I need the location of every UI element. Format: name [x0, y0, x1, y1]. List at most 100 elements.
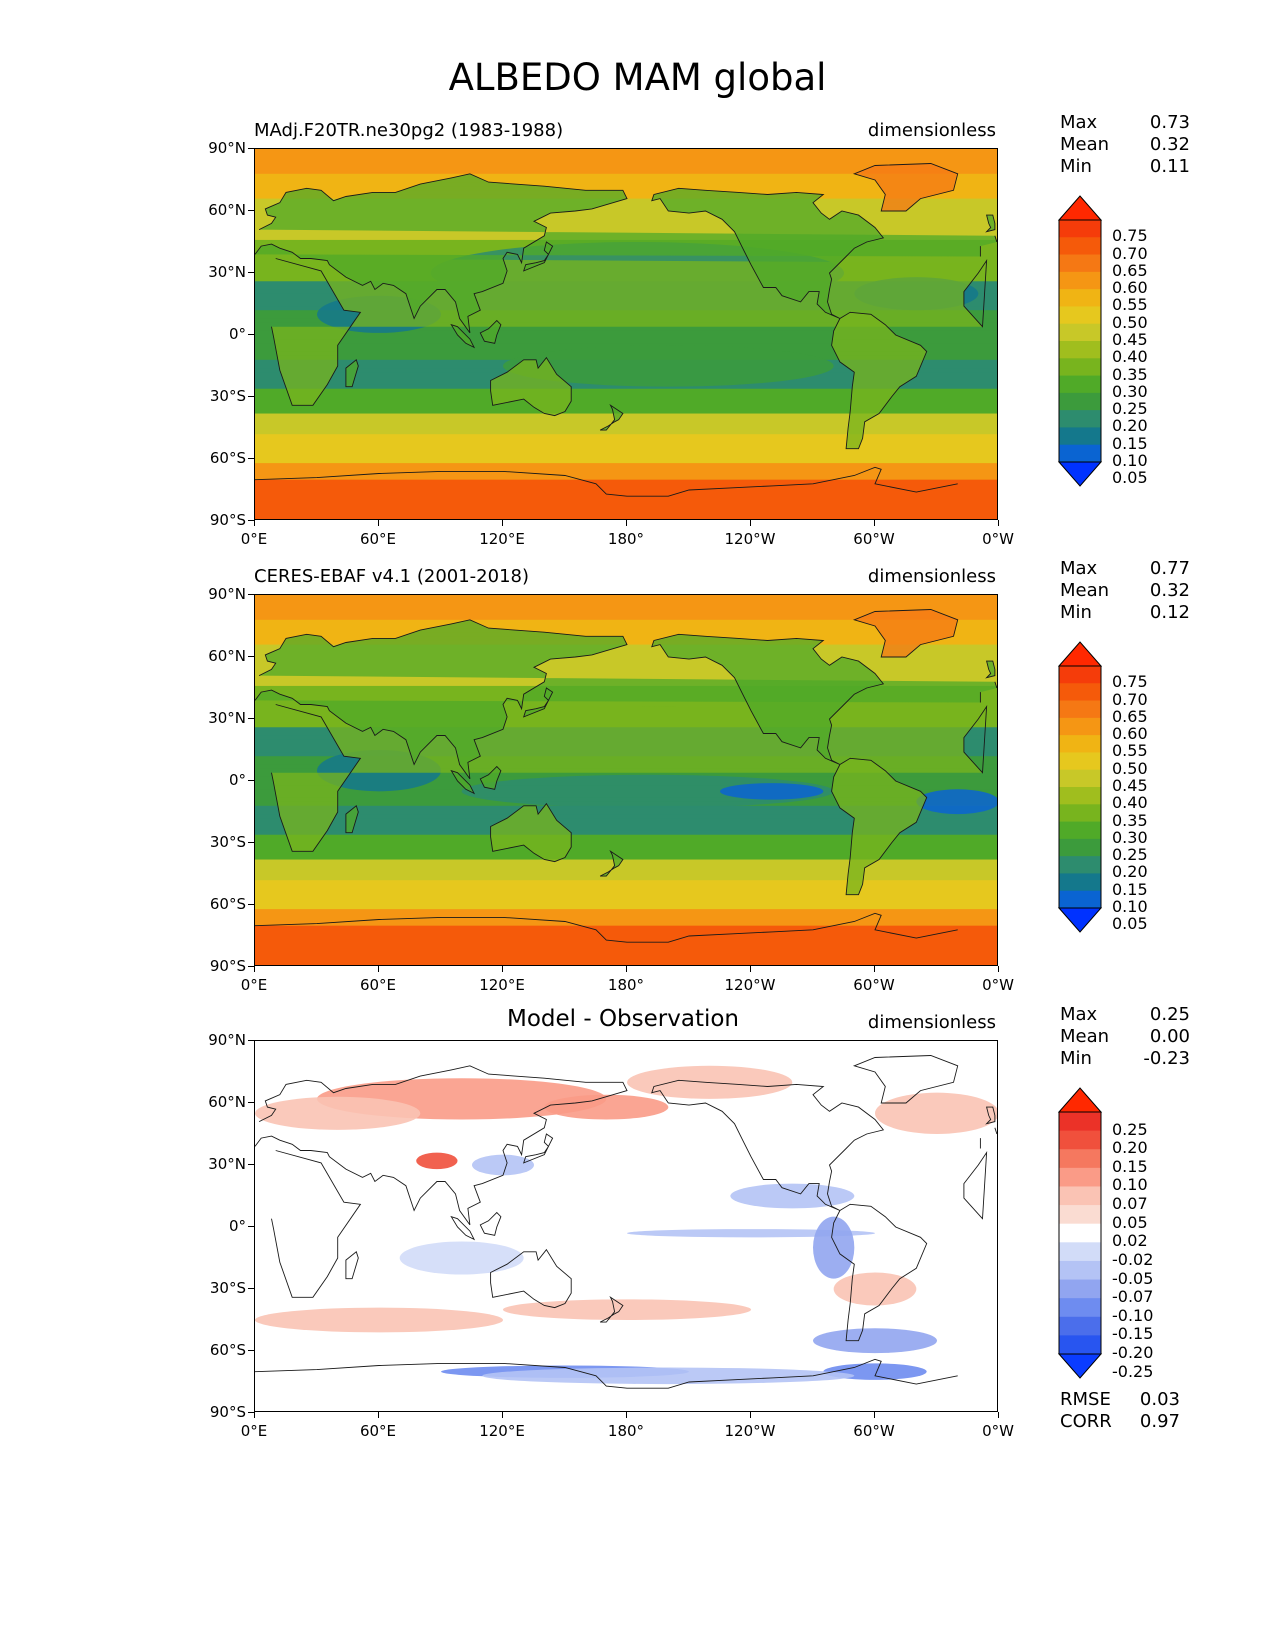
coastline-australia	[490, 1248, 572, 1309]
colorbar-tick-label: 0.05	[1112, 1212, 1148, 1232]
colorbar-tick-label: 0.55	[1112, 295, 1148, 315]
lat-tick	[248, 1164, 254, 1165]
lat-tick-label: 60°N	[208, 201, 246, 219]
colorbar-tick-label: 0.15	[1112, 879, 1148, 899]
colorbar-tick-label: 0.15	[1112, 1156, 1148, 1176]
lon-tick	[378, 1412, 379, 1418]
lat-tick-label: 90°S	[209, 1403, 246, 1421]
colorbar-tick-label: 0.75	[1112, 226, 1148, 246]
colorbar-tick-label: 0.65	[1112, 260, 1148, 280]
lon-tick	[874, 520, 875, 526]
coastline-sumatra	[450, 769, 476, 795]
figure-title: ALBEDO MAM global	[448, 56, 827, 99]
colorbar-tick-label: -0.15	[1112, 1324, 1154, 1344]
lon-tick-label: 120°W	[724, 530, 776, 548]
colorbar-tick-label: 0.40	[1112, 347, 1148, 367]
map-panel: MAdj.F20TR.ne30pg2 (1983-1988) dimensionl…	[0, 112, 1275, 560]
coastline-antarctica-edge	[255, 466, 958, 497]
colorbar-tick-label: 0.70	[1112, 243, 1148, 263]
coastline-greenland	[852, 609, 959, 658]
lat-tick	[248, 1412, 254, 1413]
stats-box: Max 0.73 Mean 0.32 Min 0.11	[1060, 112, 1190, 178]
lat-tick	[248, 334, 254, 335]
panel-units: dimensionless	[867, 120, 996, 141]
stat-row: Max 0.77	[1060, 558, 1190, 580]
lat-tick-label: 0°	[228, 325, 246, 343]
colorbar-tick-label: 0.30	[1112, 827, 1148, 847]
colorbar-tick-label: 0.50	[1112, 758, 1148, 778]
lon-tick-label: 60°E	[359, 976, 397, 994]
metric-value: 0.03	[1139, 1389, 1180, 1410]
lon-tick-label: 60°W	[853, 530, 895, 548]
lat-tick	[248, 1040, 254, 1041]
lat-tick	[248, 272, 254, 273]
colorbar-tick-label: 0.25	[1112, 1119, 1148, 1139]
lat-tick-label: 90°N	[208, 139, 246, 157]
colorbar-tick-label: 0.50	[1112, 312, 1148, 332]
coastline-australia	[490, 356, 572, 417]
stats-box: Max 0.77 Mean 0.32 Min 0.12	[1060, 558, 1190, 624]
stat-value: 0.32	[1149, 580, 1190, 601]
coastline-antarctica-edge	[255, 1358, 958, 1389]
colorbar-tick-label: 0.10	[1112, 897, 1148, 916]
coastline-north-america	[651, 187, 885, 319]
lat-tick	[248, 520, 254, 521]
colorbar-tick-label: 0.55	[1112, 741, 1148, 761]
colorbar-tick-label: -0.05	[1112, 1268, 1154, 1288]
stat-label: Mean	[1060, 134, 1110, 155]
colorbar-tick-label: 0.07	[1112, 1194, 1148, 1214]
lon-tick-label: 0°E	[240, 530, 268, 548]
stat-label: Max	[1060, 1004, 1098, 1025]
colorbar	[1057, 1087, 1103, 1383]
colorbar-tick-label: 0.35	[1112, 810, 1148, 830]
colorbar	[1057, 195, 1103, 491]
colorbar-tick-label: 0.40	[1112, 793, 1148, 813]
coastline-borneo	[479, 1211, 502, 1236]
lat-tick	[248, 656, 254, 657]
coastline-europe-asia	[255, 1065, 997, 1226]
colorbar-tick-label: 0.30	[1112, 381, 1148, 401]
coastline-madagascar	[345, 359, 359, 388]
lon-tick	[998, 520, 999, 526]
lat-tick-label: 60°S	[209, 895, 246, 913]
lat-tick-label: 90°N	[208, 1031, 246, 1049]
lat-tick	[248, 458, 254, 459]
lon-tick	[626, 966, 627, 972]
lon-tick	[502, 1412, 503, 1418]
metric-label: RMSE	[1060, 1389, 1111, 1410]
panel-units: dimensionless	[867, 566, 996, 587]
colorbar-tick-label: -0.10	[1112, 1305, 1154, 1325]
lat-tick-label: 90°N	[208, 585, 246, 603]
panel-title-left: CERES-EBAF v4.1 (2001-2018)	[254, 566, 530, 587]
coastline-sumatra	[450, 323, 476, 349]
colorbar-tick-label: 0.65	[1112, 706, 1148, 726]
lon-tick	[874, 1412, 875, 1418]
lat-tick-label: 30°S	[209, 833, 246, 851]
colorbar-tick-label: 0.25	[1112, 399, 1148, 419]
stat-label: Max	[1060, 558, 1098, 579]
lat-tick	[248, 396, 254, 397]
lat-tick-label: 30°N	[208, 1155, 246, 1173]
coastline-japan	[522, 687, 554, 718]
lat-tick-label: 60°N	[208, 1093, 246, 1111]
metric-row: CORR 0.97	[1060, 1411, 1180, 1433]
panel-title-left: MAdj.F20TR.ne30pg2 (1983-1988)	[254, 120, 564, 141]
lat-tick	[248, 842, 254, 843]
coastline-antarctica-edge	[255, 912, 958, 943]
colorbar-tick-label: 0.05	[1112, 468, 1148, 488]
lon-tick-label: 0°E	[240, 1422, 268, 1440]
lat-tick	[248, 780, 254, 781]
stat-value: 0.73	[1149, 112, 1190, 133]
coastline-japan	[522, 241, 554, 272]
coastline-borneo	[479, 765, 502, 790]
lon-tick-label: 180°	[607, 976, 645, 994]
colorbar-tick-label: 0.05	[1112, 914, 1148, 934]
colorbar-tick-label: 0.70	[1112, 689, 1148, 709]
lat-tick-label: 30°S	[209, 387, 246, 405]
lat-tick-label: 60°S	[209, 1341, 246, 1359]
lon-tick-label: 0°W	[982, 976, 1014, 994]
map-panel: Model - Observation dimensionless 90°N 60°N…	[0, 1004, 1275, 1452]
lon-tick-label: 0°W	[982, 1422, 1014, 1440]
map-panel: CERES-EBAF v4.1 (2001-2018) dimensionless…	[0, 558, 1275, 1006]
map-plot	[254, 594, 998, 966]
